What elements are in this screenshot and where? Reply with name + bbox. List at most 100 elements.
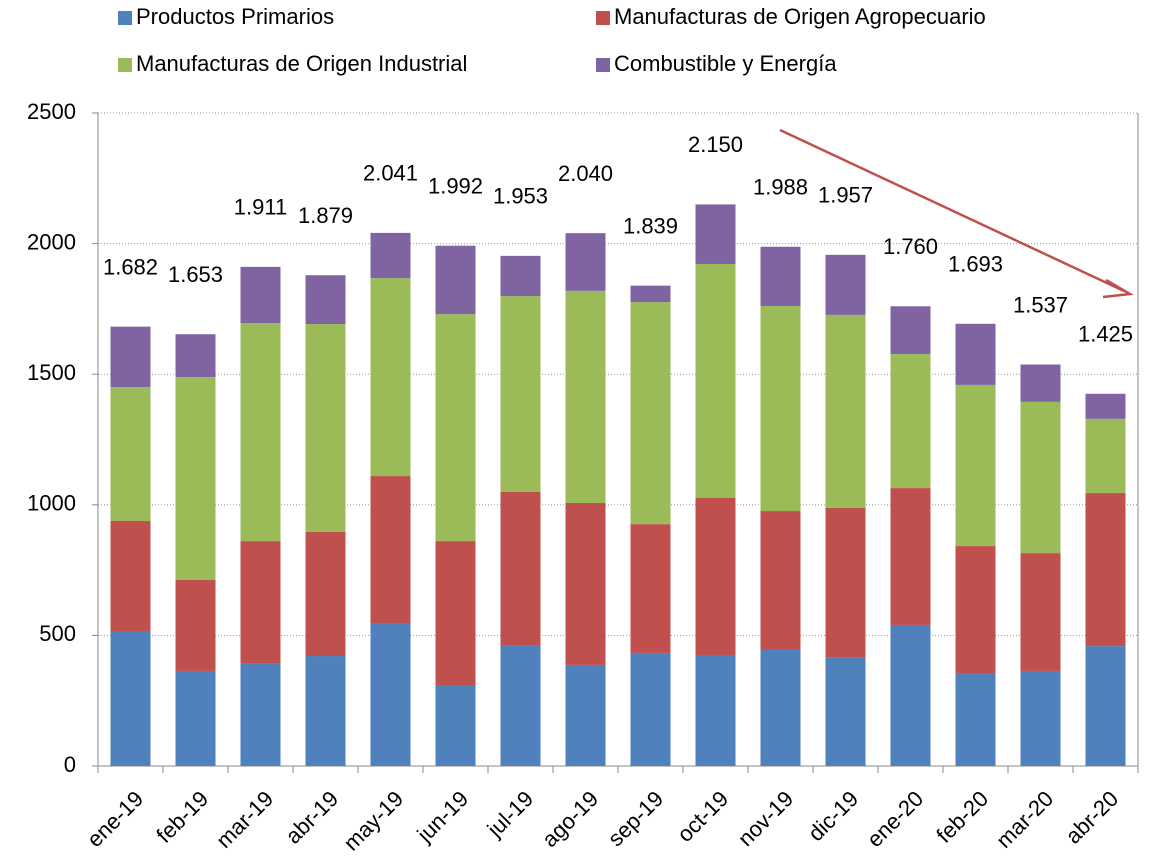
bar-segment <box>175 670 216 766</box>
x-tick-label: abr-20 <box>1061 786 1124 849</box>
bar-segment <box>435 685 476 766</box>
total-label: 1.992 <box>428 174 483 199</box>
bar-segment <box>500 645 541 766</box>
total-label: 1.839 <box>623 213 678 238</box>
plot: 0 500 1000 1500 2000 2500 1.682 ene-19 1.653 feb-… <box>27 4 1139 856</box>
bar-segment <box>1085 646 1126 766</box>
bar-segment <box>1085 493 1126 647</box>
bar-segment <box>1020 401 1061 554</box>
total-label: 1.653 <box>168 262 223 287</box>
bar-segment <box>435 245 476 315</box>
x-tick-label: mar-19 <box>211 786 278 853</box>
x-tick-label: ago-19 <box>537 786 603 852</box>
bar-segment <box>890 306 931 355</box>
bar-segment <box>1085 393 1126 419</box>
bar-segment <box>435 314 476 542</box>
total-label: 1.537 <box>1013 292 1068 317</box>
y-tick-label: 1000 <box>27 491 76 516</box>
bar-segment <box>500 296 541 493</box>
bar-segment <box>240 541 281 664</box>
total-label: 1.953 <box>493 184 548 209</box>
bar-segment <box>760 511 801 649</box>
legend-label: Combustible y Energía <box>614 51 837 76</box>
bar-segment <box>305 656 346 766</box>
total-label: 1.879 <box>298 203 353 228</box>
bar-segment <box>175 377 216 581</box>
bar-segment <box>305 275 346 325</box>
bar-segment <box>565 233 606 291</box>
bar-segment <box>110 520 151 631</box>
bar-segment <box>890 354 931 489</box>
legend-swatch <box>118 11 132 25</box>
bar-segment <box>760 306 801 512</box>
total-label: 1.988 <box>753 175 808 200</box>
x-tick-label: jul-19 <box>482 786 538 842</box>
arrow-head <box>1102 278 1134 299</box>
legend-swatch <box>118 58 132 72</box>
arrow-line <box>779 128 1125 293</box>
total-label: 1.693 <box>948 252 1003 277</box>
bar-segment <box>110 326 151 387</box>
y-tick-label: 500 <box>39 621 76 646</box>
bar-segment <box>500 255 541 297</box>
y-tick-label: 2500 <box>27 99 76 124</box>
bar-segment <box>630 652 671 766</box>
legend-swatch <box>596 11 610 25</box>
x-tick-label: feb-19 <box>151 786 213 848</box>
bar-segment <box>370 476 411 624</box>
total-label: 1.957 <box>818 183 873 208</box>
x-tick-label: may-19 <box>339 786 409 856</box>
bar-segment <box>370 232 411 279</box>
bar-segment <box>825 507 866 658</box>
bar-segment <box>955 673 996 766</box>
bar-segment <box>825 657 866 766</box>
legend-label: Manufacturas de Origen Industrial <box>136 51 467 76</box>
bar-segment <box>110 630 151 766</box>
x-tick-label: sep-19 <box>603 786 668 851</box>
bar-segment <box>695 263 736 499</box>
legend-label: Productos Primarios <box>136 4 334 29</box>
x-tick-label: nov-19 <box>733 786 798 851</box>
x-tick-label: oct-19 <box>672 786 733 847</box>
bar-segment <box>305 531 346 657</box>
bar-segment <box>630 302 671 525</box>
total-label: 1.911 <box>234 195 287 220</box>
bar-segment <box>240 323 281 542</box>
bar-segment <box>175 580 216 671</box>
legend-swatch <box>596 58 610 72</box>
total-label: 1.760 <box>883 234 938 259</box>
bar-segment <box>1085 418 1126 494</box>
bar-segment <box>500 492 541 646</box>
bar-segment <box>760 246 801 307</box>
bar-segment <box>1020 670 1061 766</box>
bar-segment <box>370 623 411 766</box>
bar-segment <box>175 334 216 378</box>
y-tick-label: 0 <box>64 752 76 777</box>
bar-segment <box>110 386 151 521</box>
bar-segment <box>890 624 931 766</box>
x-tick-label: ene-19 <box>82 786 148 852</box>
trend-arrow <box>779 128 1134 299</box>
total-label: 2.040 <box>558 161 613 186</box>
bar-segment <box>825 254 866 315</box>
bar-segment <box>565 290 606 503</box>
x-tick-label: abr-19 <box>281 786 344 849</box>
x-tick-label: jun-19 <box>412 786 474 848</box>
y-tick-label: 1500 <box>27 360 76 385</box>
bar-segment <box>825 314 866 508</box>
total-label: 1.425 <box>1078 322 1133 347</box>
bar-segment <box>1020 364 1061 402</box>
total-label: 2.041 <box>363 161 418 186</box>
total-label: 1.682 <box>103 254 158 279</box>
x-tick-label: dic-19 <box>803 786 863 846</box>
legend-label: Manufacturas de Origen Agropecuario <box>614 4 986 29</box>
y-tick-label: 2000 <box>27 229 76 254</box>
bar-segment <box>305 324 346 532</box>
bar-segment <box>240 663 281 766</box>
bar-segment <box>955 384 996 547</box>
x-tick-label: mar-20 <box>991 786 1058 853</box>
bar-segment <box>240 266 281 324</box>
bar-segment <box>370 278 411 477</box>
bar-segment <box>565 502 606 665</box>
